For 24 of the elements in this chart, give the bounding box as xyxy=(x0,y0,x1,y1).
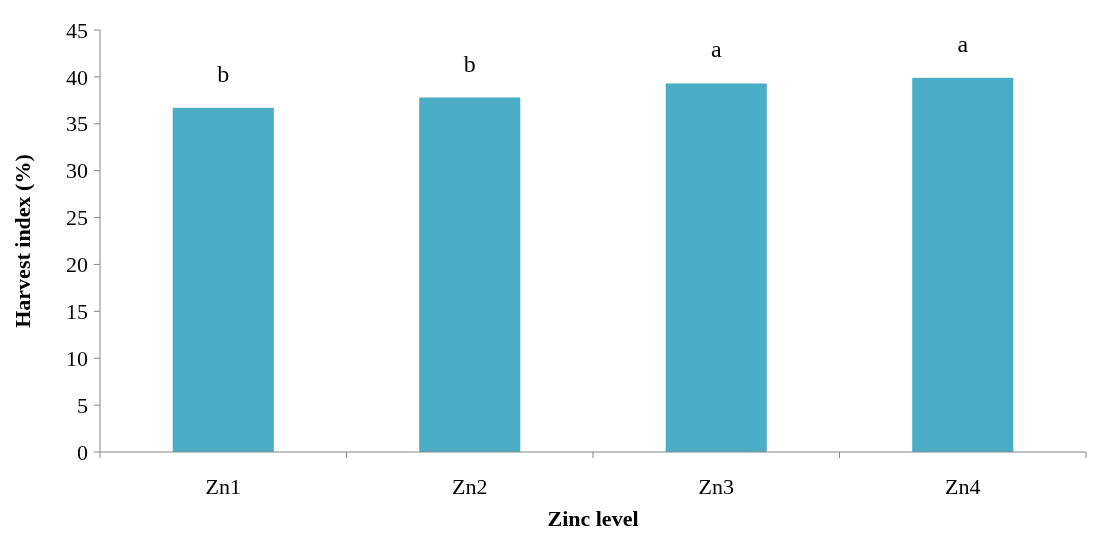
y-tick-label: 40 xyxy=(66,64,88,90)
annotation: a xyxy=(710,36,722,63)
bar xyxy=(419,97,521,452)
y-tick-label: 0 xyxy=(77,439,88,465)
x-tick-label: Zn1 xyxy=(205,474,241,499)
bar xyxy=(912,77,1014,452)
y-axis-title: Harvest index (%) xyxy=(10,154,35,328)
y-tick-label: 10 xyxy=(66,345,88,371)
y-tick-label: 45 xyxy=(66,17,88,43)
bar xyxy=(172,107,274,452)
x-tick-label: Zn4 xyxy=(945,474,981,499)
bar xyxy=(665,83,767,452)
y-tick-label: 30 xyxy=(66,158,88,184)
y-tick-label: 20 xyxy=(66,252,88,278)
x-axis-title: Zinc level xyxy=(547,506,639,531)
x-tick-label: Zn3 xyxy=(698,474,734,499)
y-tick-label: 5 xyxy=(77,392,88,418)
y-tick-label: 35 xyxy=(66,111,88,137)
annotation: b xyxy=(217,60,230,87)
x-tick-label: Zn2 xyxy=(452,474,488,499)
annotation: b xyxy=(463,50,476,77)
annotation: a xyxy=(957,30,969,57)
y-tick-label: 15 xyxy=(66,299,88,325)
y-tick-label: 25 xyxy=(66,205,88,231)
